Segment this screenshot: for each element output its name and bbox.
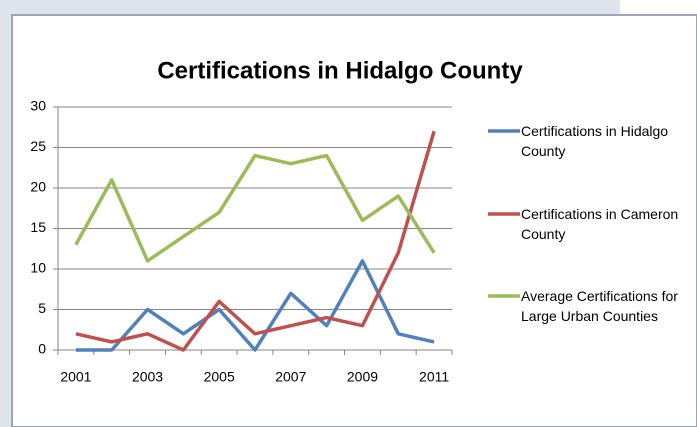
- series-line: [75, 259, 435, 352]
- y-tick-label: 20: [30, 179, 46, 195]
- x-tick-label: 2001: [60, 369, 91, 385]
- corner-panel: [620, 0, 697, 15]
- x-tick-label: 2011: [419, 369, 449, 385]
- y-tick-label: 25: [30, 138, 46, 154]
- chart-frame: [11, 14, 697, 427]
- x-tick-label: 2003: [132, 369, 163, 385]
- chart-title: Certifications in Hidalgo County: [157, 57, 523, 84]
- y-tick-label: 15: [30, 219, 46, 235]
- series-line: [74, 153, 436, 263]
- legend-label: Certifications in Hidalgo County: [521, 123, 669, 159]
- x-tick-label: 2007: [275, 369, 306, 385]
- series-line: [75, 130, 436, 352]
- legend-label: Certifications in Cameron County: [521, 206, 679, 242]
- y-tick-label: 10: [30, 260, 46, 276]
- y-tick-label: 30: [30, 98, 46, 114]
- y-tick-label: 0: [38, 341, 46, 357]
- y-tick-label: 5: [38, 300, 46, 316]
- x-tick-label: 2009: [347, 369, 378, 385]
- legend-label: Average Certifications for Large Urban C…: [521, 288, 678, 324]
- x-tick-label: 2005: [204, 369, 235, 385]
